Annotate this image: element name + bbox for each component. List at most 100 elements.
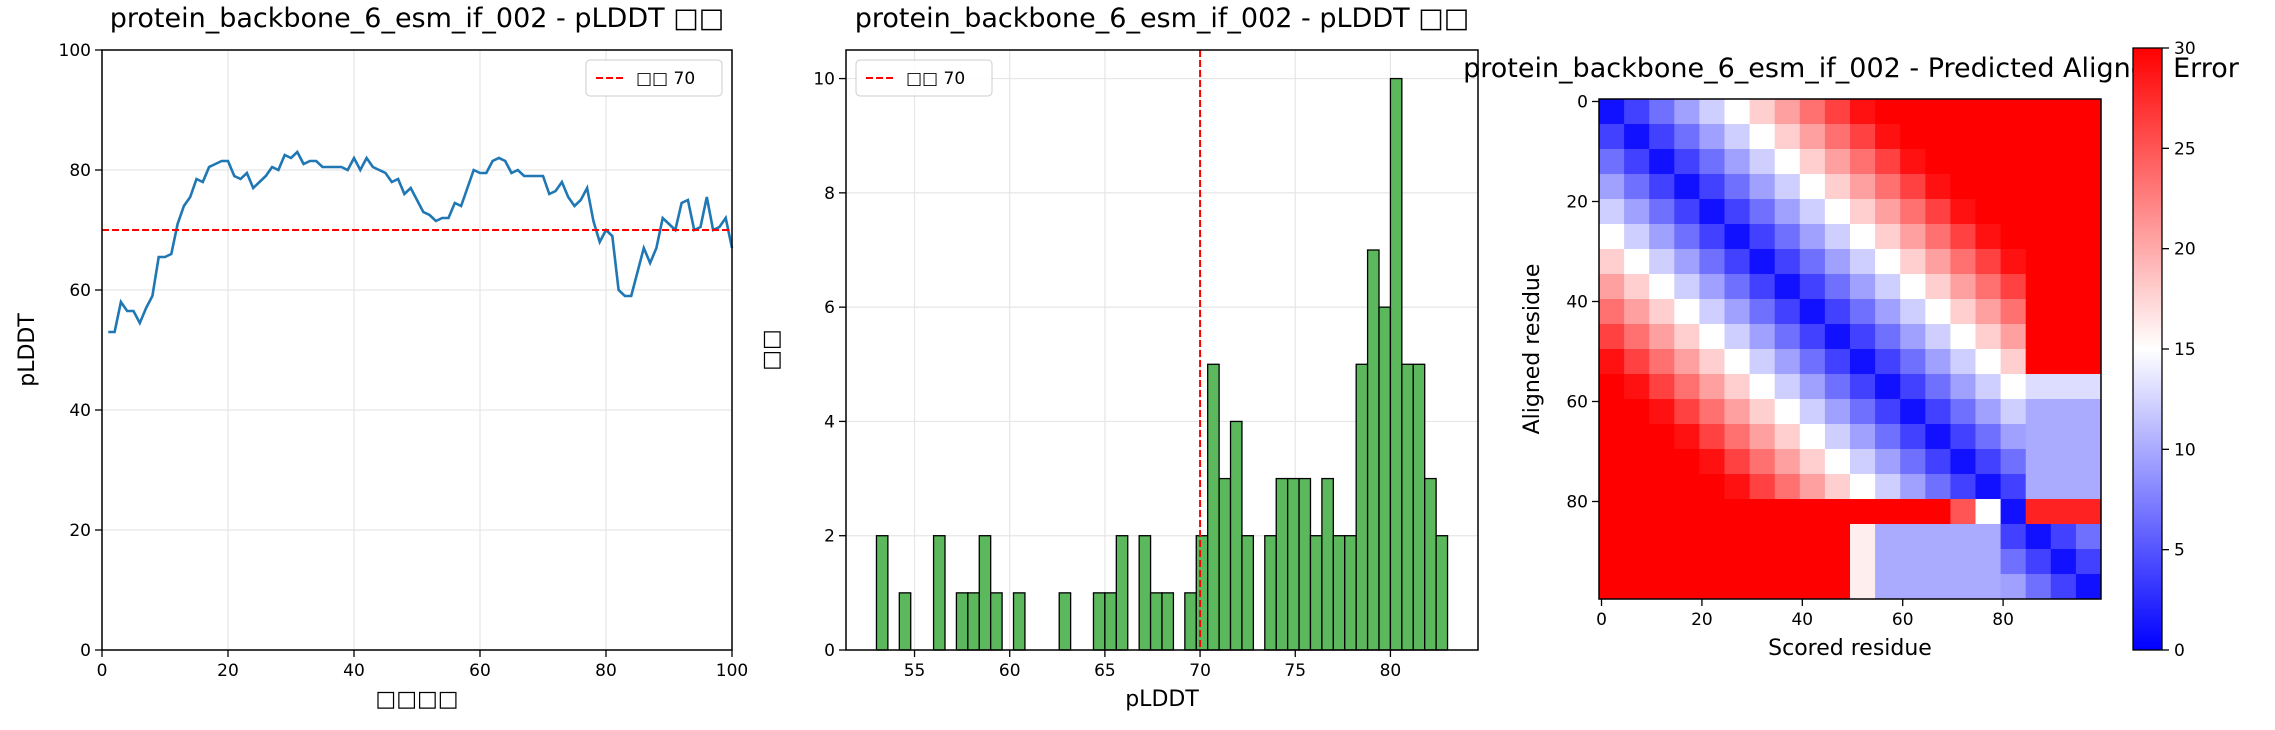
heat-cell (1925, 299, 1951, 325)
heat-cell (1925, 224, 1951, 250)
heat-cell (1724, 174, 1751, 200)
bar (1138, 535, 1152, 651)
heat-cell (1824, 524, 1851, 550)
heat-cell (1724, 199, 1751, 225)
heat-cell (1925, 174, 1951, 200)
y-tick-label: 0 (1577, 93, 1588, 113)
subplot: 0 20 40 60 80 0 20 40 60 80 protein_backbone_6_esm… (1463, 39, 2240, 661)
bar (1241, 535, 1255, 651)
heat-cell (1624, 574, 1650, 600)
heat-cell (1900, 124, 1926, 150)
heat-cell (1925, 399, 1951, 425)
axes-frame (845, 49, 1479, 651)
heat-cell (1649, 199, 1675, 225)
heat-cell (1875, 299, 1901, 325)
heat-cell (1699, 174, 1725, 200)
heat-cell (1824, 374, 1851, 400)
heat-cell (2000, 549, 2027, 575)
heat-cell (1599, 124, 1625, 150)
bar (875, 535, 889, 651)
heat-cell (1774, 124, 1801, 150)
heat-cell (1799, 374, 1826, 400)
heat-cell (1850, 149, 1876, 175)
heat-cell (1624, 499, 1650, 525)
heat-cell (1674, 499, 1700, 525)
heat-cell (1774, 399, 1801, 425)
heat-cell (1674, 99, 1700, 125)
heat-cell (1875, 399, 1901, 425)
bar (1229, 420, 1243, 651)
heat-cell (1674, 424, 1700, 450)
heat-cell (1749, 99, 1776, 125)
heat-cell (1975, 374, 2002, 400)
heat-cell (1699, 449, 1725, 475)
y-tick-label: 4 (824, 412, 835, 432)
heat-cell (1925, 99, 1951, 125)
heat-cell (1599, 399, 1625, 425)
heat-cell (1900, 549, 1926, 575)
heat-cell (2050, 274, 2077, 300)
heat-cell (2075, 349, 2102, 375)
heat-cell (1900, 474, 1926, 500)
heat-cell (1599, 549, 1625, 575)
heat-cell (2050, 399, 2077, 425)
heat-cell (1925, 549, 1951, 575)
heat-cell (2050, 324, 2077, 350)
heat-cell (1900, 424, 1926, 450)
bar (1195, 535, 1209, 651)
heat-cell (2050, 199, 2077, 225)
heat-cell (1850, 174, 1876, 200)
heat-cell (1950, 299, 1976, 325)
heat-cell (1950, 324, 1976, 350)
heat-cell (1699, 274, 1725, 300)
heat-cell (1850, 374, 1876, 400)
heat-cell (2025, 324, 2052, 350)
heat-cell (1599, 474, 1625, 500)
x-tick-label: 60 (469, 661, 491, 681)
heat-cell (1799, 299, 1826, 325)
heat-cell (1799, 249, 1826, 275)
heat-cell (1925, 374, 1951, 400)
heat-cell (2025, 549, 2052, 575)
x-tick-label: 60 (999, 661, 1021, 681)
x-tick-label: 20 (1691, 610, 1713, 630)
heat-cell (2025, 574, 2052, 600)
heat-cell (1824, 549, 1851, 575)
heat-cell (1599, 374, 1625, 400)
heat-cell (1724, 449, 1751, 475)
heat-cell (1975, 449, 2002, 475)
heat-cell (1624, 324, 1650, 350)
heat-cell (1900, 274, 1926, 300)
heat-cell (1699, 249, 1725, 275)
y-tick-label: 100 (59, 41, 91, 61)
heat-cell (1925, 324, 1951, 350)
heat-cell (1649, 499, 1675, 525)
heat-cell (1699, 149, 1725, 175)
heat-cell (1850, 574, 1876, 600)
heat-cell (1799, 474, 1826, 500)
heat-cell (2025, 99, 2052, 125)
heat-cell (1850, 224, 1876, 250)
y-axis-label: pLDDT (15, 313, 40, 387)
heat-cell (1774, 499, 1801, 525)
x-tick-label: 20 (217, 661, 239, 681)
heat-cell (1774, 474, 1801, 500)
heat-cell (2075, 424, 2102, 450)
bar (1275, 477, 1289, 651)
heat-cell (1774, 324, 1801, 350)
heat-cell (1824, 124, 1851, 150)
heat-cell (1875, 549, 1901, 575)
heat-cell (1850, 549, 1876, 575)
heat-cell (1950, 499, 1976, 525)
heat-cell (2000, 299, 2027, 325)
y-tick-label: 6 (824, 298, 835, 318)
x-axis-label: pLDDT (1125, 687, 1199, 712)
heat-cell (1799, 349, 1826, 375)
bar (1309, 535, 1323, 651)
heat-cell (2025, 124, 2052, 150)
heat-cell (1875, 274, 1901, 300)
heat-cell (1599, 199, 1625, 225)
y-axis-label: Aligned residue (1520, 264, 1545, 435)
x-axis-label: □□□□ (375, 687, 458, 712)
heat-cell (1724, 399, 1751, 425)
